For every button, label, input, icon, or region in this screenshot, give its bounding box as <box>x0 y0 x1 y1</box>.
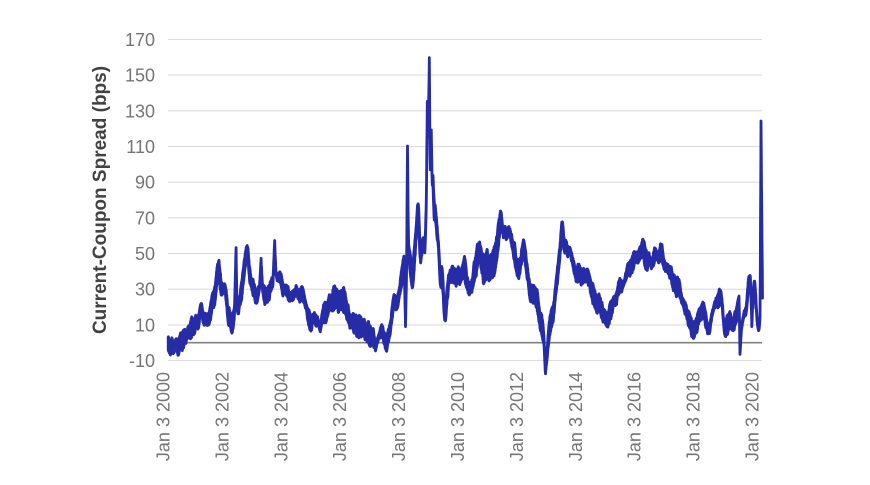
svg-text:30: 30 <box>135 280 155 300</box>
svg-text:150: 150 <box>125 66 155 86</box>
svg-text:50: 50 <box>135 244 155 264</box>
svg-text:Current-Coupon Spread (bps): Current-Coupon Spread (bps) <box>90 66 111 334</box>
svg-text:Jan 3 2004: Jan 3 2004 <box>271 372 291 461</box>
svg-text:10: 10 <box>135 315 155 335</box>
svg-text:Jan 3 2000: Jan 3 2000 <box>154 372 174 461</box>
svg-text:110: 110 <box>126 137 155 157</box>
svg-text:170: 170 <box>125 30 155 50</box>
svg-text:90: 90 <box>135 173 155 193</box>
svg-text:Jan 3 2008: Jan 3 2008 <box>389 372 409 461</box>
svg-text:Jan 3 2006: Jan 3 2006 <box>330 372 350 461</box>
svg-text:Jan 3 2002: Jan 3 2002 <box>212 372 232 461</box>
svg-text:-10: -10 <box>129 351 155 371</box>
svg-text:Jan 3 2014: Jan 3 2014 <box>566 372 586 461</box>
svg-text:Jan 3 2018: Jan 3 2018 <box>684 372 704 461</box>
svg-text:70: 70 <box>135 208 155 228</box>
svg-text:Jan 3 2020: Jan 3 2020 <box>743 372 763 461</box>
svg-text:Jan 3 2016: Jan 3 2016 <box>625 372 645 461</box>
svg-text:130: 130 <box>125 101 155 121</box>
svg-text:Jan 3 2010: Jan 3 2010 <box>448 372 468 461</box>
svg-text:Jan 3 2012: Jan 3 2012 <box>507 372 527 461</box>
